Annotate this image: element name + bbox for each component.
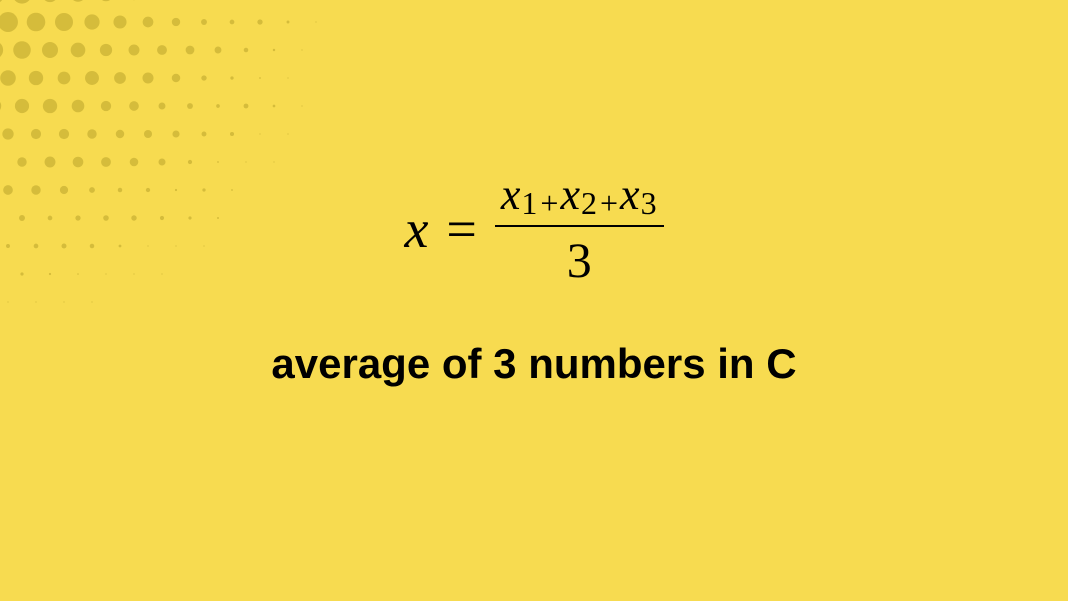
- term-2-sub: 2: [581, 185, 597, 221]
- plus-1: +: [540, 185, 558, 221]
- infographic-canvas: x = x1+x2+x3 3 average of 3 numbers in C: [0, 0, 1068, 601]
- formula-lhs: x: [404, 198, 428, 260]
- term-1-sub: 1: [521, 185, 537, 221]
- equals-sign: =: [446, 198, 476, 260]
- term-3-sub: 3: [641, 185, 657, 221]
- fraction: x1+x2+x3 3: [495, 173, 664, 284]
- term-2-var: x: [560, 170, 580, 219]
- content-area: x = x1+x2+x3 3 average of 3 numbers in C: [0, 0, 1068, 601]
- plus-2: +: [600, 185, 618, 221]
- term-3-var: x: [620, 170, 640, 219]
- denominator: 3: [567, 227, 592, 285]
- numerator: x1+x2+x3: [495, 173, 664, 224]
- average-formula: x = x1+x2+x3 3: [404, 173, 663, 284]
- caption-text: average of 3 numbers in C: [271, 340, 796, 388]
- term-1-var: x: [501, 170, 521, 219]
